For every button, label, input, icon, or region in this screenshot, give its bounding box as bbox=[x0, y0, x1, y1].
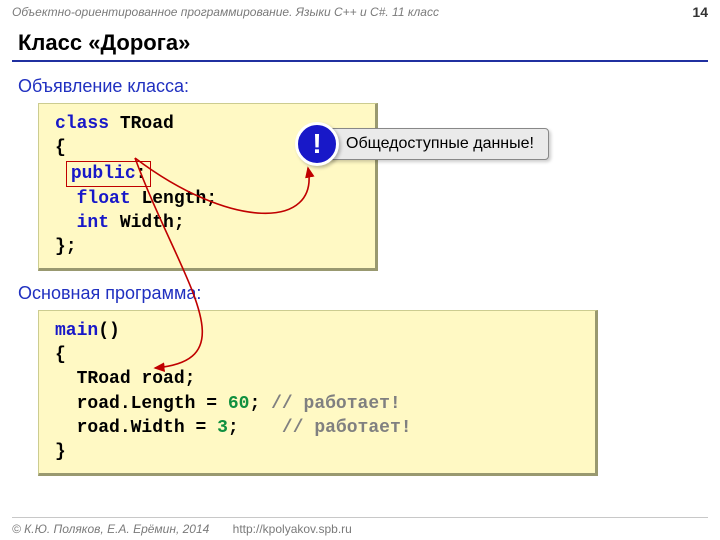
semi2: ; bbox=[228, 418, 239, 438]
footer-url: http://kpolyakov.spb.ru bbox=[233, 522, 352, 536]
code-main-program: main() { TRoad road; road.Length = 60; /… bbox=[38, 310, 598, 476]
footer-authors: © К.Ю. Поляков, Е.А. Ерёмин, 2014 bbox=[12, 522, 209, 536]
eq1: = bbox=[206, 394, 217, 414]
comment-works-1: // работает! bbox=[271, 394, 401, 414]
field-width: Width; bbox=[120, 213, 185, 233]
public-colon: : bbox=[136, 164, 147, 184]
page-number: 14 bbox=[692, 4, 708, 20]
comment-works-2: // работает! bbox=[282, 418, 412, 438]
assign-width-lhs: road.Width bbox=[77, 418, 185, 438]
keyword-int: int bbox=[77, 213, 109, 233]
footer: © К.Ю. Поляков, Е.А. Ерёмин, 2014 http:/… bbox=[12, 517, 708, 536]
exclamation-icon: ! bbox=[295, 122, 339, 166]
callout-text: Общедоступные данные! bbox=[327, 128, 549, 160]
section-declaration-label: Объявление класса: bbox=[18, 76, 702, 97]
keyword-class: class bbox=[55, 114, 109, 134]
val-3: 3 bbox=[217, 418, 228, 438]
classname: TRoad bbox=[120, 114, 174, 134]
brace-close: }; bbox=[55, 237, 77, 257]
assign-length-lhs: road.Length bbox=[77, 394, 196, 414]
section-main-label: Основная программа: bbox=[18, 283, 702, 304]
callout: ! Общедоступные данные! bbox=[295, 122, 549, 166]
brace-open: { bbox=[55, 138, 66, 158]
main-brace-close: } bbox=[55, 442, 66, 462]
eq2: = bbox=[195, 418, 206, 438]
keyword-main: main bbox=[55, 321, 98, 341]
decl-type: TRoad bbox=[77, 369, 131, 389]
field-length: Length; bbox=[141, 189, 217, 209]
val-60: 60 bbox=[228, 394, 250, 414]
header-bar: Объектно-ориентированное программировани… bbox=[0, 0, 720, 24]
course-title: Объектно-ориентированное программировани… bbox=[12, 5, 439, 19]
main-parens: () bbox=[98, 321, 120, 341]
keyword-public: public bbox=[71, 164, 136, 184]
semi1: ; bbox=[249, 394, 260, 414]
keyword-float: float bbox=[77, 189, 131, 209]
slide-title: Класс «Дорога» bbox=[0, 24, 720, 60]
decl-name: road; bbox=[141, 369, 195, 389]
public-highlight-box: public: bbox=[66, 161, 152, 187]
main-brace-open: { bbox=[55, 345, 66, 365]
